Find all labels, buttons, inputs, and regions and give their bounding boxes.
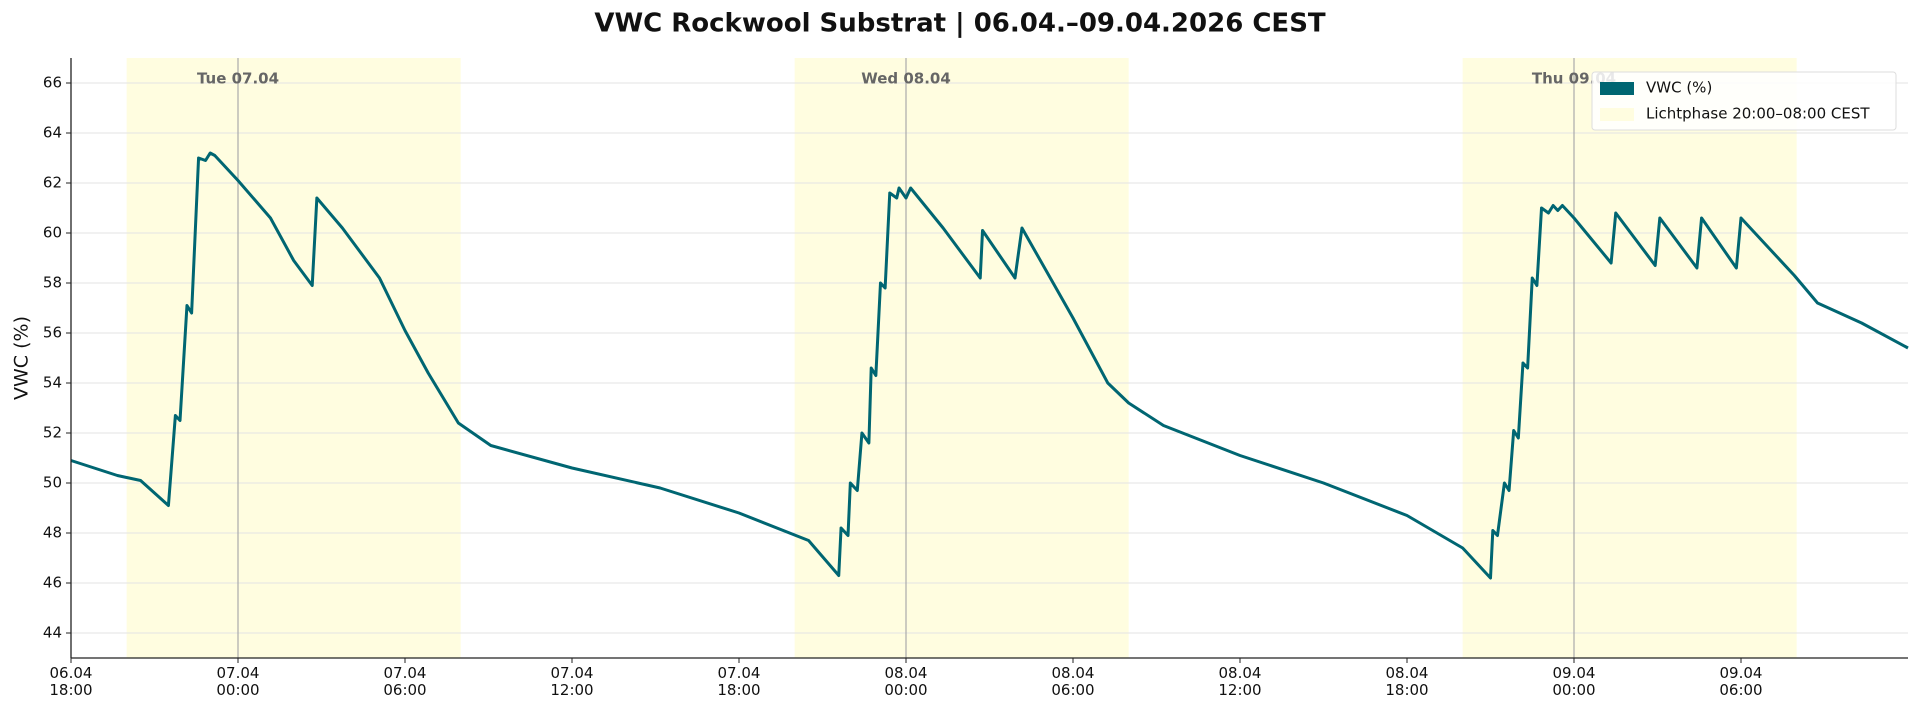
- legend-frame: [1591, 71, 1897, 131]
- legend-swatch: [1600, 108, 1634, 121]
- y-axis-label: VWC (%): [11, 316, 33, 400]
- y-tick-label: 64: [43, 124, 62, 142]
- day-label: Wed 08.04: [861, 70, 951, 88]
- y-tick-label: 56: [43, 324, 62, 342]
- light-phase-span: [126, 58, 461, 658]
- y-tick-label: 62: [43, 174, 62, 192]
- light-phase-span: [1462, 58, 1797, 658]
- legend-swatch: [1600, 82, 1634, 95]
- x-tick-label: 09.04 00:00: [1552, 664, 1596, 699]
- x-tick-label: 07.04 00:00: [216, 664, 260, 699]
- x-tick-label: 08.04 06:00: [1051, 664, 1095, 699]
- legend-label: VWC (%): [1646, 79, 1712, 97]
- x-tick-label: 06.04 18:00: [49, 664, 93, 699]
- y-tick-label: 52: [43, 424, 62, 442]
- y-tick-label: 60: [43, 224, 62, 242]
- x-tick-label: 07.04 18:00: [717, 664, 761, 699]
- y-tick-label: 48: [43, 524, 62, 542]
- chart-title: VWC Rockwool Substrat | 06.04.–09.04.202…: [594, 9, 1326, 39]
- x-tick-label: 08.04 12:00: [1218, 664, 1262, 699]
- line-series: [70, 151, 1909, 580]
- y-tick-label: 46: [43, 574, 62, 592]
- y-tick-label: 44: [43, 624, 62, 642]
- x-tick-label: 08.04 00:00: [884, 664, 928, 699]
- x-tick-label: 08.04 18:00: [1385, 664, 1429, 699]
- x-tick-label: 09.04 06:00: [1719, 664, 1763, 699]
- y-tick-label: 50: [43, 474, 62, 492]
- day-label: Tue 07.04: [197, 70, 279, 88]
- x-tick-label: 07.04 06:00: [383, 664, 427, 699]
- legend: VWC (%) Lichtphase 20:00–08:00 CEST: [1591, 71, 1897, 131]
- y-tick-label: 66: [43, 74, 62, 92]
- legend-label: Lichtphase 20:00–08:00 CEST: [1646, 105, 1870, 123]
- y-tick-label: 54: [43, 374, 62, 392]
- y-tick-label: 58: [43, 274, 62, 292]
- x-tick-label: 07.04 12:00: [550, 664, 594, 699]
- light-phase-span: [794, 58, 1129, 658]
